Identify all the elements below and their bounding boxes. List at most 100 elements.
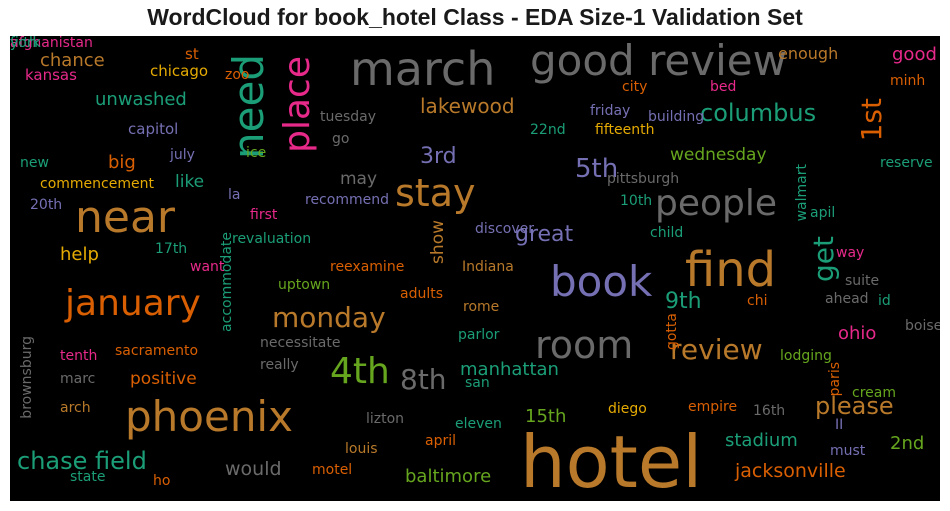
word-adults: adults <box>400 286 444 302</box>
word-boise: boise <box>905 318 940 334</box>
word-10th: 10th <box>620 193 653 209</box>
word-uptown: uptown <box>278 277 331 293</box>
word-san: san <box>465 375 490 391</box>
word-tenth: tenth <box>60 348 98 364</box>
word-motel: motel <box>312 462 353 478</box>
wordcloud-canvas: hotel march good review need place near stay pe… <box>10 36 940 501</box>
word-chicago: chicago <box>150 62 209 80</box>
word-brownsburg: brownsburg <box>19 336 35 419</box>
word-jacksonville: jacksonville <box>735 460 846 482</box>
word-fifth: fifth <box>10 36 38 51</box>
word-ahead: ahead <box>825 291 869 307</box>
word-suite: suite <box>845 273 880 289</box>
word-empire: empire <box>688 399 738 415</box>
word-get: get <box>807 236 840 282</box>
word-afghanistan: afghanistan <box>10 36 93 51</box>
word-baltimore: baltimore <box>405 466 492 487</box>
word-wednesday: wednesday <box>670 145 767 165</box>
word-discover: discover <box>475 221 534 237</box>
word-big: big <box>108 152 136 173</box>
word-unwashed: unwashed <box>95 89 187 110</box>
word-cream: cream <box>852 385 896 401</box>
word-la: la <box>228 187 241 203</box>
word-monday: monday <box>272 301 386 334</box>
word-minh: minh <box>890 73 926 89</box>
word-ho: ho <box>153 473 171 489</box>
word-city: city <box>622 79 648 95</box>
word-enough: enough <box>778 44 839 63</box>
word-place: place <box>277 56 318 153</box>
word-reserve: reserve <box>880 155 933 171</box>
word-great: great <box>515 222 574 247</box>
word-15th: 15th <box>525 406 567 427</box>
word-arch: arch <box>60 400 91 416</box>
chart-title: WordCloud for book_hotel Class - EDA Siz… <box>147 4 803 30</box>
word-9th: 9th <box>665 289 702 314</box>
word-child: child <box>650 225 684 241</box>
word-january: january <box>65 283 201 324</box>
word-must: must <box>830 443 866 459</box>
word-york: york <box>10 36 41 51</box>
word-positive: positive <box>130 369 197 389</box>
word-near: near <box>75 192 176 243</box>
word-2nd: 2nd <box>890 433 925 454</box>
word-3rd: 3rd <box>420 144 457 169</box>
word-reexamine: reexamine <box>330 259 405 275</box>
word-tuesday: tuesday <box>320 109 377 125</box>
word-recommend: recommend <box>305 192 389 208</box>
word-st: st <box>185 45 199 63</box>
word-indiana: Indiana <box>462 259 514 275</box>
word-april: april <box>425 433 457 449</box>
word-paris: paris <box>827 362 843 397</box>
word-commencement: commencement <box>40 176 154 192</box>
word-17th: 17th <box>155 241 188 257</box>
word-ohio: ohio <box>838 323 877 344</box>
word-room: room <box>535 323 634 367</box>
word-would: would <box>225 458 282 480</box>
word-state: state <box>70 469 106 485</box>
word-4th: 4th <box>330 351 390 392</box>
word-chase-field: chase field <box>17 447 147 475</box>
word-first: first <box>250 207 278 223</box>
word-bed: bed <box>710 79 737 95</box>
word-hotel: hotel <box>520 420 703 501</box>
word-way: way <box>836 245 865 261</box>
word-chance: chance <box>40 50 105 71</box>
word-chi: chi <box>747 293 768 309</box>
word-5th: 5th <box>575 154 619 184</box>
word-capitol: capitol <box>128 120 179 138</box>
word-kansas: kansas <box>25 66 77 84</box>
word-new: new <box>20 155 49 171</box>
word-zoo: zoo <box>225 67 250 83</box>
word-lakewood: lakewood <box>420 94 515 118</box>
word-friday: friday <box>590 103 631 119</box>
word-louis: louis <box>345 441 378 457</box>
word-want: want <box>190 259 225 275</box>
word-marc: marc <box>60 371 96 387</box>
word-phoenix: phoenix <box>125 392 293 441</box>
word-manhattan: manhattan <box>460 359 559 380</box>
word-may: may <box>340 169 378 189</box>
word-parlor: parlor <box>458 327 500 343</box>
word-eleven: eleven <box>455 416 502 432</box>
word-16th: 16th <box>753 403 786 419</box>
word-good-review: good review <box>530 36 787 85</box>
word-20th: 20th <box>30 197 63 213</box>
word-review: review <box>670 333 763 366</box>
word-revaluation: revaluation <box>232 231 312 247</box>
word-help: help <box>60 244 99 265</box>
word-fifteenth: fifteenth <box>595 122 655 138</box>
word-diego: diego <box>608 401 647 417</box>
word-people: people <box>655 183 778 224</box>
word-good: good <box>892 44 937 65</box>
word-lodging: lodging <box>780 348 832 364</box>
word-22nd: 22nd <box>530 122 566 138</box>
word-ice: ice <box>246 145 267 161</box>
word-stay: stay <box>395 171 476 215</box>
word-accommodate: accommodate <box>219 232 235 332</box>
word-really: really <box>260 357 299 373</box>
word-july: july <box>170 147 195 163</box>
word-pittsburgh: pittsburgh <box>607 171 680 187</box>
word-rome: rome <box>463 299 500 315</box>
word-book: book <box>550 257 653 306</box>
